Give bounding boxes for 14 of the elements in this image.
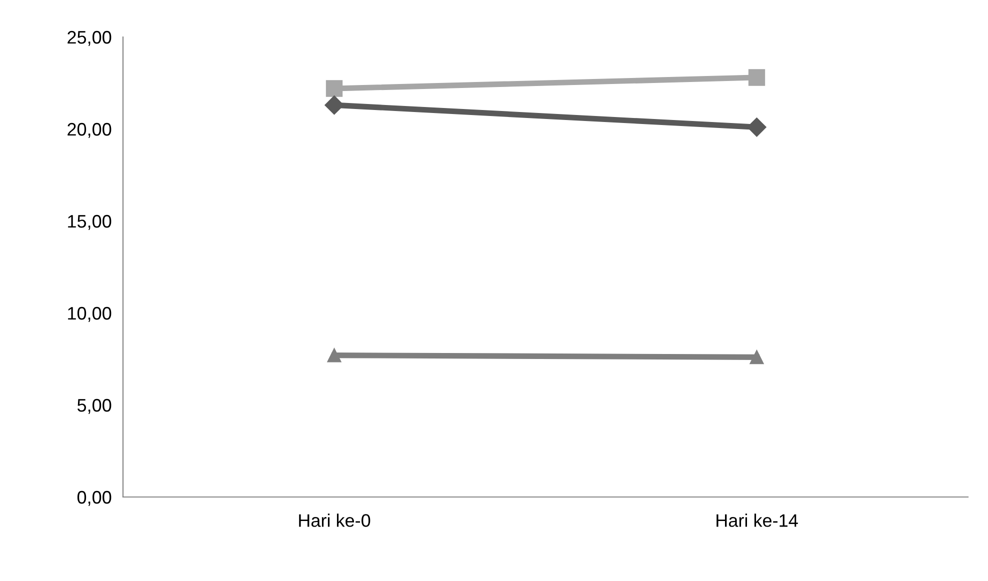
y-tick-label: 0,00 [77,490,112,506]
point [750,350,764,364]
y-tick-label: 10,00 [68,306,112,322]
y-tick-label: 20,00 [68,122,112,138]
y-tick-label: 5,00 [77,398,112,414]
point [748,69,766,86]
y-tick-label: 15,00 [68,214,112,230]
x-tick-label: Hari ke-14 [716,514,798,527]
point [324,96,344,115]
point [747,118,766,137]
point [326,80,343,97]
point [327,348,342,362]
y-tick-label: 25,00 [68,30,112,46]
x-tick-label: Hari ke-0 [299,514,370,527]
